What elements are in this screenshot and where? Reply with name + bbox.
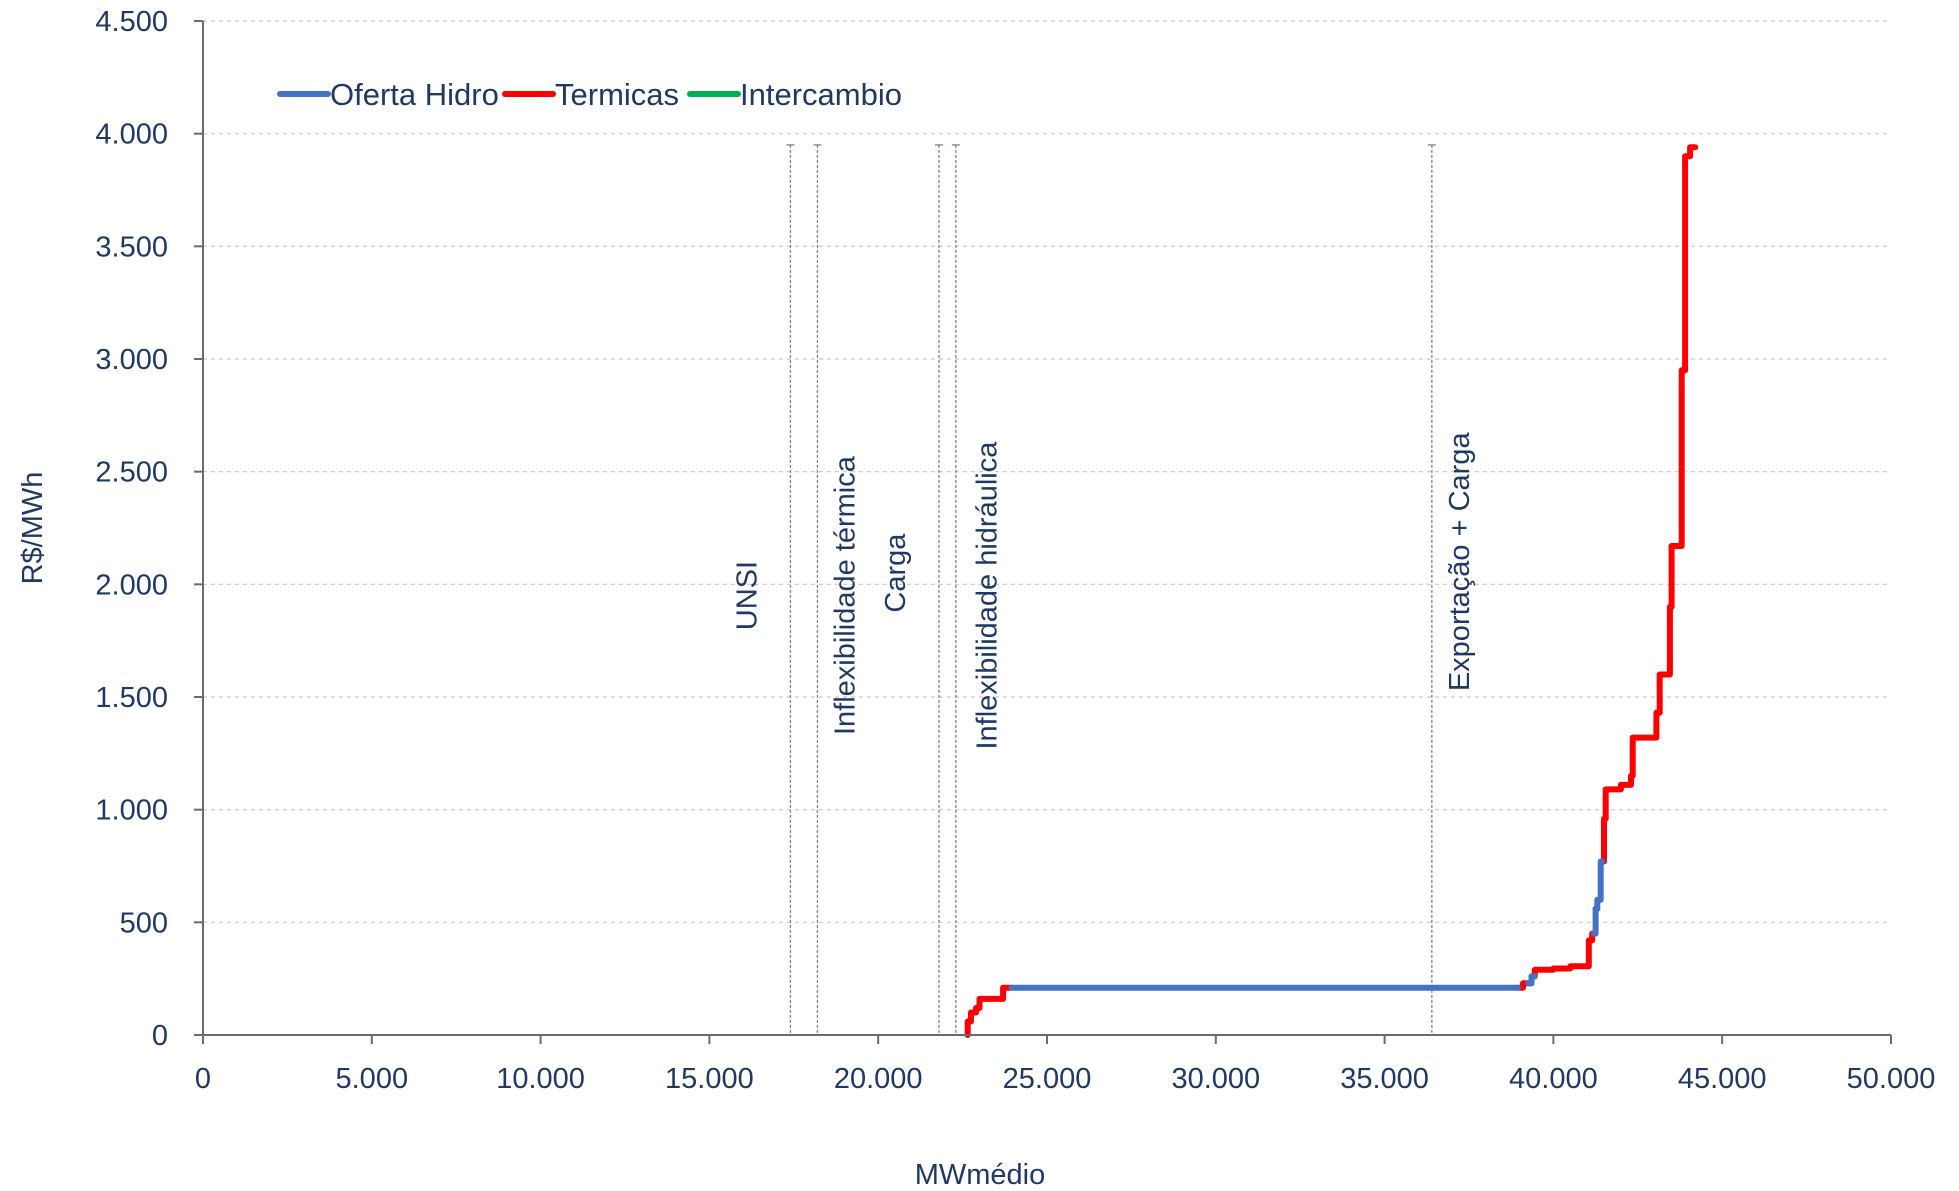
x-tick-label-1: 5.000	[336, 1063, 409, 1095]
y-tick-label-0: 0	[152, 1020, 168, 1052]
x-tick-label-6: 30.000	[1171, 1063, 1260, 1095]
series-0-segment-2	[1528, 930, 1597, 980]
annotation-0: UNSI	[732, 561, 764, 630]
series-1-segment-1	[1525, 973, 1538, 987]
annotation-3: Inflexibilidade hidráulica	[971, 441, 1003, 750]
y-tick-label-7: 3.500	[95, 231, 168, 263]
x-tick-label-5: 25.000	[1003, 1063, 1092, 1095]
y-tick-label-5: 2.500	[95, 457, 168, 489]
x-tick-label-2: 10.000	[496, 1063, 585, 1095]
annotation-1: Inflexibilidade térmica	[830, 455, 862, 735]
legend: Oferta Hidro Termicas Intercambio	[277, 77, 902, 112]
annotations: UNSI Inflexibilidade térmica Carga Inflexib…	[732, 432, 1476, 750]
x-ticks: 0 5.000 10.000 15.000 20.000 25.000 30.000 35.0…	[195, 1035, 1935, 1095]
gridlines	[203, 20, 1891, 923]
x-tick-label-4: 20.000	[834, 1063, 923, 1095]
series-0-segment-0	[964, 984, 1015, 1038]
y-tick-label-1: 500	[120, 907, 168, 939]
reference-lines	[786, 144, 1436, 1035]
x-tick-label-3: 15.000	[665, 1063, 754, 1095]
y-ticks: 0 500 1.000 1.500 2.000 2.500 3.000 3.500 4.000 4…	[95, 6, 203, 1052]
legend-label-2: Intercambio	[740, 77, 902, 112]
legend-label-0: Oferta Hidro	[330, 77, 499, 112]
y-tick-label-2: 1.000	[95, 795, 168, 827]
y-tick-label-4: 2.000	[95, 569, 168, 601]
x-tick-label-9: 45.000	[1678, 1063, 1767, 1095]
y-tick-label-9: 4.500	[95, 6, 168, 38]
x-tick-label-8: 40.000	[1509, 1063, 1598, 1095]
y-tick-label-6: 3.000	[95, 344, 168, 376]
series-0-segment-4	[1599, 144, 1699, 865]
annotation-4: Exportação + Carga	[1444, 432, 1476, 692]
x-tick-label-10: 50.000	[1847, 1063, 1936, 1095]
y-tick-label-8: 4.000	[95, 119, 168, 151]
y-tick-label-3: 1.500	[95, 682, 168, 714]
x-tick-label-0: 0	[195, 1063, 211, 1095]
x-tick-label-7: 35.000	[1340, 1063, 1429, 1095]
legend-label-1: Termicas	[555, 77, 679, 112]
annotation-2: Carga	[880, 533, 912, 613]
axes	[202, 21, 1891, 1036]
series-lines	[964, 144, 1699, 1038]
series-1-segment-2	[1590, 858, 1606, 937]
y-axis-title: R$/MWh	[17, 472, 49, 585]
x-axis-title: MWmédio	[915, 1159, 1046, 1191]
